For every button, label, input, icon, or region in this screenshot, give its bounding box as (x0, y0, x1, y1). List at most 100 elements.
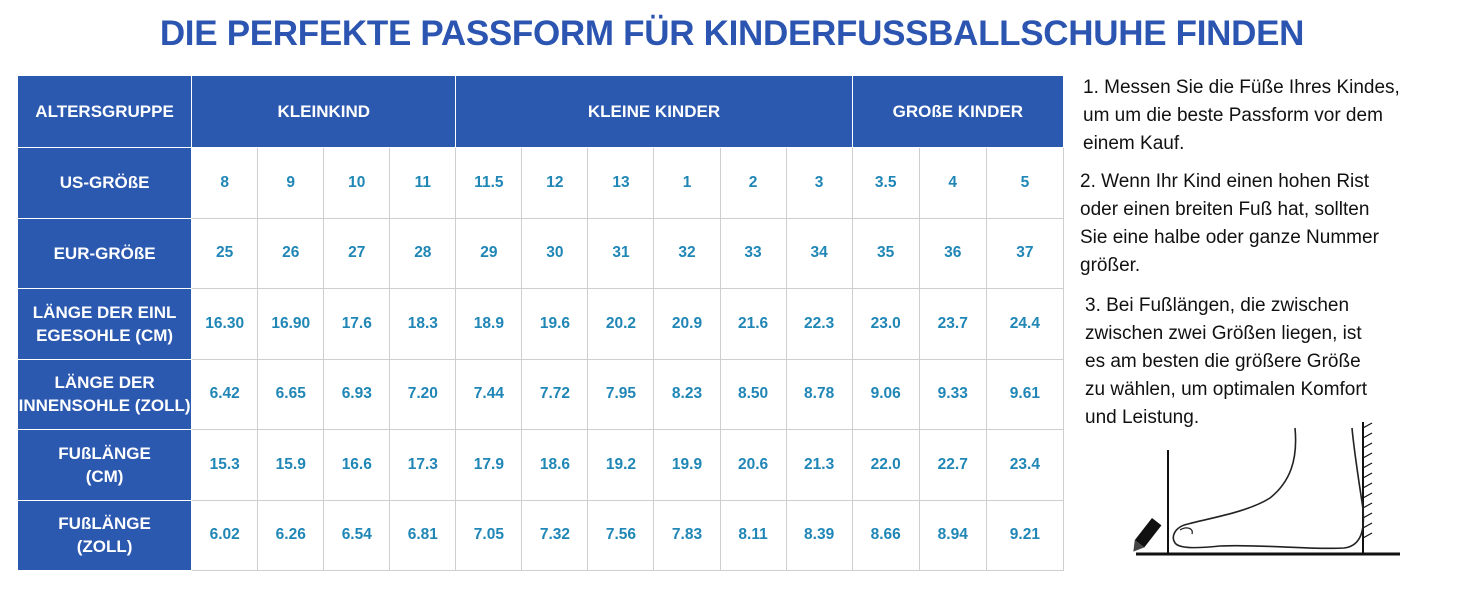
size-value-cell: 10 (323, 147, 391, 219)
size-value-cell: 7.83 (653, 499, 721, 571)
size-value-cell: 8.78 (785, 358, 853, 430)
table-row: FUßLÄNGE (ZOLL) 6.02 6.26 6.54 6.81 7.05 7.32 7.… (16, 499, 1065, 571)
size-value-cell: 6.54 (323, 499, 391, 571)
size-value-cell: 25 (191, 217, 259, 289)
size-value-cell: 20.9 (653, 288, 721, 360)
note-line: um um die beste Passform vor dem (1083, 105, 1383, 126)
group-header-kleine-kinder: KLEINE KINDER (455, 75, 853, 148)
size-value-cell: 21.3 (785, 429, 853, 501)
size-value-cell: 7.56 (587, 499, 655, 571)
size-value-cell: 21.6 (719, 288, 787, 360)
size-value-cell: 34 (785, 217, 853, 289)
note-line: 3. Bei Fußlängen, die zwischen (1085, 295, 1350, 316)
size-value-cell: 19.2 (587, 429, 655, 501)
age-group-header: ALTERSGRUPPE (16, 75, 193, 148)
size-value-cell: 22.3 (785, 288, 853, 360)
size-value-cell: 30 (521, 217, 589, 289)
foot-measurement-illustration (1133, 422, 1400, 556)
note-line: und Leistung. (1085, 407, 1200, 428)
size-value-cell: 7.72 (521, 358, 589, 430)
size-chart-table: ALTERSGRUPPE KLEINKIND KLEINE KINDER GRO… (16, 75, 1065, 571)
size-value-cell: 16.6 (323, 429, 391, 501)
note-line: 2. Wenn Ihr Kind einen hohen Rist (1080, 171, 1370, 192)
note-line: größer. (1080, 255, 1141, 276)
size-value-cell: 3.5 (851, 147, 920, 219)
size-value-cell: 6.81 (389, 499, 457, 571)
size-value-cell: 8.23 (653, 358, 721, 430)
size-value-cell: 15.9 (257, 429, 325, 501)
size-value-cell: 24.4 (985, 288, 1065, 360)
table-header-row: ALTERSGRUPPE KLEINKIND KLEINE KINDER GRO… (16, 75, 1065, 148)
size-value-cell: 8.39 (785, 499, 853, 571)
instruction-note-2: 2. Wenn Ihr Kind einen hohen Rist oder ei… (1080, 168, 1452, 280)
note-line: 1. Messen Sie die Füße Ihres Kindes, (1083, 77, 1400, 98)
size-value-cell: 9.21 (985, 499, 1065, 571)
size-value-cell: 11 (389, 147, 457, 219)
size-value-cell: 2 (719, 147, 787, 219)
size-value-cell: 7.32 (521, 499, 589, 571)
row-label-line: LÄNGE DER EINL (32, 302, 177, 322)
size-value-cell: 7.95 (587, 358, 655, 430)
size-value-cell: 8.50 (719, 358, 787, 430)
row-label-line: (ZOLL) (76, 537, 133, 557)
table-row: US-GRÖßE 8 9 10 11 11.5 12 13 1 2 3 3.5 4 5 (16, 147, 1065, 219)
note-line: oder einen breiten Fuß hat, sollten (1080, 199, 1370, 220)
size-value-cell: 5 (985, 147, 1065, 219)
size-value-cell: 9.61 (985, 358, 1065, 430)
size-value-cell: 9.06 (851, 358, 920, 430)
size-value-cell: 18.6 (521, 429, 589, 501)
row-label-line: EGESOHLE (CM) (36, 325, 174, 345)
row-label: LÄNGE DER EINL EGESOHLE (CM) (16, 288, 193, 360)
size-value-cell: 33 (719, 217, 787, 289)
size-value-cell: 8.11 (719, 499, 787, 571)
row-label: LÄNGE DER INNENSOHLE (ZOLL) (16, 358, 193, 430)
size-value-cell: 20.6 (719, 429, 787, 501)
table-row: LÄNGE DER EINL EGESOHLE (CM) 16.30 16.90 17.… (16, 288, 1065, 360)
row-label-line: (CM) (85, 466, 124, 486)
wall-icon (1362, 422, 1373, 554)
size-value-cell: 19.6 (521, 288, 589, 360)
size-value-cell: 8.94 (918, 499, 987, 571)
size-value-cell: 8.66 (851, 499, 920, 571)
table-row: FUßLÄNGE (CM) 15.3 15.9 16.6 17.3 17.9 18.6 19.2… (16, 429, 1065, 501)
size-value-cell: 19.9 (653, 429, 721, 501)
page-title: DIE PERFEKTE PASSFORM FÜR KINDERFUSSBALL… (159, 14, 1305, 53)
note-line: es am besten die größere Größe (1085, 351, 1361, 372)
size-value-cell: 6.26 (257, 499, 325, 571)
size-value-cell: 26 (257, 217, 325, 289)
pencil-icon (1133, 518, 1162, 552)
size-value-cell: 15.3 (191, 429, 259, 501)
size-value-cell: 6.42 (191, 358, 259, 430)
row-label: EUR-GRÖßE (16, 217, 193, 289)
row-label: US-GRÖßE (16, 147, 193, 219)
size-value-cell: 23.4 (985, 429, 1065, 501)
instruction-note-1: 1. Messen Sie die Füße Ihres Kindes, um u… (1083, 74, 1455, 158)
instruction-note-3: 3. Bei Fußlängen, die zwischen zwischen z… (1085, 292, 1457, 432)
size-value-cell: 36 (918, 217, 987, 289)
size-value-cell: 22.7 (918, 429, 987, 501)
size-value-cell: 22.0 (851, 429, 920, 501)
size-value-cell: 28 (389, 217, 457, 289)
size-value-cell: 35 (851, 217, 920, 289)
size-value-cell: 7.05 (455, 499, 523, 571)
size-value-cell: 6.93 (323, 358, 391, 430)
size-value-cell: 17.9 (455, 429, 523, 501)
size-value-cell: 27 (323, 217, 391, 289)
row-label-line: FUßLÄNGE (58, 443, 151, 463)
size-value-cell: 23.7 (918, 288, 987, 360)
note-line: zu wählen, um optimalen Komfort (1085, 379, 1367, 400)
size-value-cell: 3 (785, 147, 853, 219)
size-value-cell: 12 (521, 147, 589, 219)
size-value-cell: 23.0 (851, 288, 920, 360)
size-value-cell: 6.02 (191, 499, 259, 571)
size-value-cell: 18.9 (455, 288, 523, 360)
size-value-cell: 31 (587, 217, 655, 289)
size-value-cell: 9 (257, 147, 325, 219)
size-value-cell: 32 (653, 217, 721, 289)
size-value-cell: 29 (455, 217, 523, 289)
note-line: Sie eine halbe oder ganze Nummer (1080, 227, 1379, 248)
size-value-cell: 16.90 (257, 288, 325, 360)
table-row: LÄNGE DER INNENSOHLE (ZOLL) 6.42 6.65 6.93 7.… (16, 358, 1065, 430)
row-label: FUßLÄNGE (ZOLL) (16, 499, 193, 571)
size-value-cell: 7.44 (455, 358, 523, 430)
